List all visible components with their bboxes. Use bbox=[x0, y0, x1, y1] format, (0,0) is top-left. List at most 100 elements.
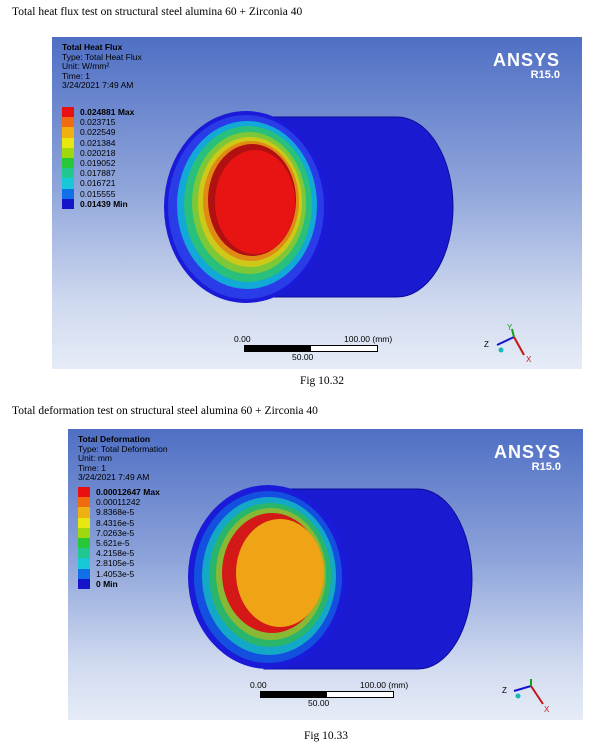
pipe-model-heat-flux: Z X Y bbox=[164, 111, 532, 364]
legend-item: 8.4316e-5 bbox=[78, 517, 160, 528]
legend-label: 0.021384 bbox=[80, 137, 116, 148]
legend-label: 4.2158e-5 bbox=[96, 548, 135, 559]
scale-mid-label: 50.00 bbox=[292, 352, 314, 362]
section-heading-deformation: Total deformation test on structural ste… bbox=[12, 405, 318, 417]
legend-swatch bbox=[62, 198, 74, 209]
scale-bar: 0.00 100.00 (mm) 50.00 bbox=[250, 680, 410, 710]
scale-bar-graphic bbox=[260, 691, 394, 698]
legend-item: 0.023715 bbox=[62, 117, 134, 128]
legend-label: 0.020218 bbox=[80, 147, 116, 158]
ansys-heat-flux-view: Total Heat Flux Type: Total Heat Flux Un… bbox=[52, 37, 582, 369]
legend-label: 0.024881 Max bbox=[80, 107, 135, 117]
legend-swatch bbox=[78, 558, 90, 569]
result-info: Total Heat Flux Type: Total Heat Flux Un… bbox=[62, 42, 142, 91]
legend-label: 0.015555 bbox=[80, 188, 116, 199]
result-type: Type: Total Heat Flux bbox=[62, 51, 142, 62]
figure-caption: Fig 10.33 bbox=[303, 730, 349, 742]
scale-end-label: 100.00 (mm) bbox=[360, 680, 409, 690]
scale-bar: 0.00 100.00 (mm) 50.00 bbox=[234, 334, 394, 364]
legend-swatch bbox=[62, 147, 74, 158]
pipe-inner-core bbox=[236, 519, 324, 627]
legend-swatch bbox=[62, 107, 74, 118]
legend-swatch bbox=[78, 517, 90, 528]
legend-swatch bbox=[62, 137, 74, 148]
result-type: Type: Total Deformation bbox=[78, 443, 168, 454]
legend-label: 7.0263e-5 bbox=[96, 527, 135, 538]
ansys-logo-release: R15.0 bbox=[530, 69, 560, 81]
result-time: Time: 1 bbox=[62, 70, 91, 81]
scale-start-label: 0.00 bbox=[250, 680, 267, 690]
legend-item: 0.00011242 bbox=[78, 497, 160, 508]
result-time: Time: 1 bbox=[78, 462, 107, 473]
section-heading-heat-flux: Total heat flux test on structural steel… bbox=[12, 6, 303, 18]
legend-item: 0.022549 bbox=[62, 127, 134, 138]
legend-item: 0.019052 bbox=[62, 157, 134, 169]
svg-text:Y: Y bbox=[507, 323, 513, 332]
legend-item: 4.2158e-5 bbox=[78, 548, 160, 559]
legend-label: 9.8368e-5 bbox=[96, 507, 135, 518]
legend-swatch bbox=[78, 548, 90, 559]
legend-label: 0.00011242 bbox=[96, 497, 141, 508]
legend-swatch bbox=[62, 117, 74, 128]
legend-swatch bbox=[78, 507, 90, 518]
ansys-deformation-view: Total Deformation Type: Total Deformatio… bbox=[68, 429, 583, 720]
ansys-logo: ANSYS R15.0 bbox=[493, 51, 560, 81]
legend-label: 2.8105e-5 bbox=[96, 558, 135, 569]
result-title: Total Heat Flux bbox=[62, 42, 123, 52]
legend-swatch bbox=[62, 127, 74, 138]
ansys-logo-name: ANSYS bbox=[492, 50, 560, 70]
scale-end-label: 100.00 (mm) bbox=[344, 334, 393, 344]
legend-label: 0 Min bbox=[96, 578, 118, 589]
legend-label: 0.022549 bbox=[80, 127, 116, 138]
legend-item: 0.017887 bbox=[62, 168, 134, 179]
legend-item: 0.016721 bbox=[62, 178, 134, 189]
ansys-logo-release: R15.0 bbox=[531, 461, 561, 473]
axis-triad: Z X bbox=[502, 679, 550, 714]
legend-label: 0.019052 bbox=[80, 157, 116, 168]
legend-item: 0.021384 bbox=[62, 137, 134, 148]
legend-swatch bbox=[78, 497, 90, 508]
legend-label: 0.01439 Min bbox=[80, 198, 128, 209]
pipe-inner-core bbox=[215, 150, 295, 254]
svg-text:Z: Z bbox=[484, 340, 489, 349]
legend-label: 0.023715 bbox=[80, 117, 116, 128]
legend-swatch bbox=[78, 578, 90, 589]
legend-swatch bbox=[62, 188, 74, 199]
result-date: 3/24/2021 7:49 AM bbox=[78, 472, 150, 483]
legend-label: 1.4053e-5 bbox=[96, 568, 135, 579]
legend-item: 0 Min bbox=[78, 578, 160, 589]
result-date: 3/24/2021 7:49 AM bbox=[62, 80, 134, 91]
legend-swatch bbox=[62, 168, 74, 179]
figure-caption: Fig 10.32 bbox=[299, 375, 345, 387]
legend-item: 0.015555 bbox=[62, 188, 134, 199]
legend-item: 7.0263e-5 bbox=[78, 527, 160, 538]
legend-swatch bbox=[78, 487, 90, 498]
legend-item: 0.00012647 Max bbox=[78, 487, 160, 498]
svg-text:Z: Z bbox=[502, 686, 507, 695]
legend-swatch bbox=[62, 157, 74, 169]
color-legend: 0.00012647 Max 0.00011242 9.8368e-5 8.43… bbox=[78, 487, 160, 589]
scale-start-label: 0.00 bbox=[234, 334, 251, 344]
scale-bar-graphic bbox=[244, 345, 378, 352]
legend-item: 0.01439 Min bbox=[62, 198, 134, 209]
axis-triad: Z X Y bbox=[484, 323, 532, 364]
legend-swatch bbox=[78, 527, 90, 538]
svg-text:X: X bbox=[526, 355, 532, 364]
pipe-model-deformation: Z X bbox=[188, 485, 550, 714]
legend-item: 0.024881 Max bbox=[62, 107, 135, 118]
color-legend: 0.024881 Max 0.023715 0.022549 0.021384 … bbox=[62, 107, 134, 209]
legend-label: 0.017887 bbox=[80, 168, 116, 179]
result-unit: Unit: mm bbox=[78, 453, 112, 464]
result-title: Total Deformation bbox=[78, 434, 151, 444]
legend-swatch bbox=[62, 178, 74, 189]
scale-mid-label: 50.00 bbox=[308, 698, 330, 708]
legend-label: 8.4316e-5 bbox=[96, 517, 135, 528]
result-unit: Unit: W/mm² bbox=[62, 61, 110, 72]
legend-item: 2.8105e-5 bbox=[78, 558, 160, 569]
legend-item: 9.8368e-5 bbox=[78, 507, 160, 518]
legend-label: 0.00012647 Max bbox=[96, 487, 160, 497]
legend-item: 5.621e-5 bbox=[78, 537, 160, 549]
legend-label: 0.016721 bbox=[80, 178, 116, 189]
ansys-logo-name: ANSYS bbox=[493, 442, 561, 462]
ansys-logo: ANSYS R15.0 bbox=[494, 443, 561, 473]
